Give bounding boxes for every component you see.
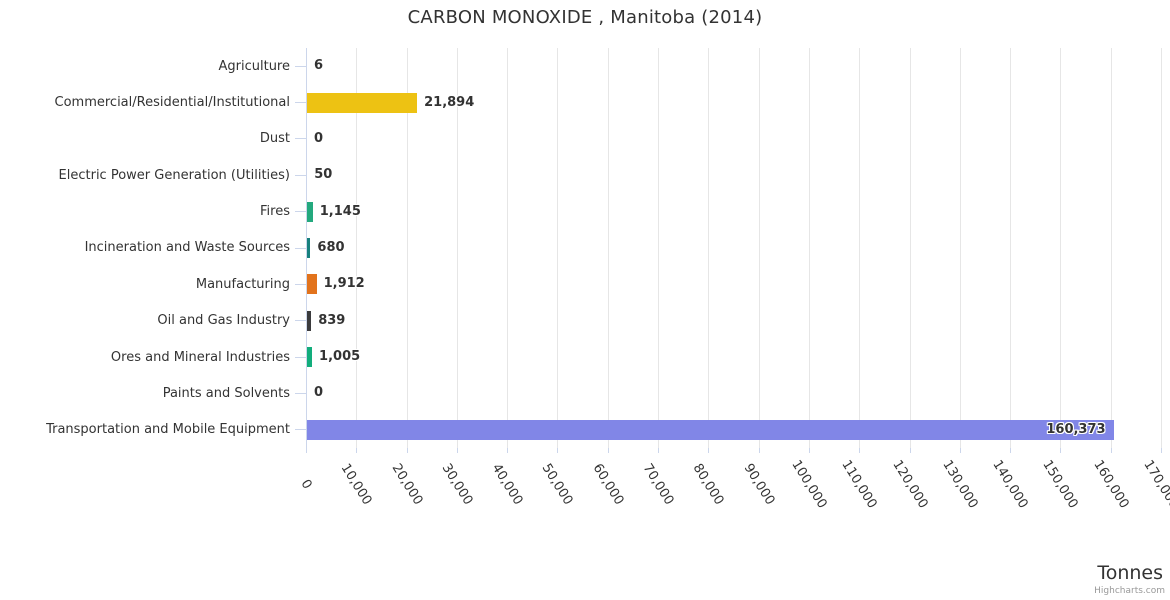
x-axis-tick (1060, 448, 1062, 453)
x-axis-tick-label: 80,000 (689, 461, 727, 508)
value-label: 160,373 (1046, 421, 1106, 437)
category-tick (295, 283, 306, 285)
x-axis-tick-label: 110,000 (838, 457, 880, 512)
category-axis-line (306, 48, 307, 448)
x-axis-tick (758, 448, 760, 453)
value-label: 0 (314, 130, 324, 146)
x-axis-tick-label: 60,000 (589, 461, 627, 508)
category-tick (295, 138, 306, 140)
category-label: Agriculture (218, 58, 291, 74)
value-label: 1,912 (323, 276, 365, 292)
category-label: Oil and Gas Industry (157, 313, 290, 329)
x-axis-tick (356, 448, 358, 453)
category-tick (295, 356, 306, 358)
gridline (708, 48, 710, 448)
value-label: 21,894 (424, 94, 475, 110)
x-axis-tick-label: 100,000 (788, 457, 830, 512)
gridline (456, 48, 458, 448)
x-axis-tick (859, 448, 861, 453)
bar[interactable] (307, 201, 313, 222)
value-label: 6 (314, 58, 324, 74)
gridline (758, 48, 760, 448)
gridline (909, 48, 911, 448)
x-axis-tick (507, 448, 509, 453)
gridline (1161, 48, 1162, 448)
gridline (1110, 48, 1112, 448)
category-tick (295, 392, 306, 394)
value-label: 680 (317, 240, 345, 255)
category-label: Ores and Mineral Industries (110, 349, 290, 365)
x-axis-tick (456, 448, 458, 453)
category-tick (295, 320, 306, 322)
value-label: 50 (314, 167, 333, 183)
x-axis-tick (306, 448, 307, 453)
highcharts-credit-link[interactable]: Highcharts.com (1094, 586, 1165, 596)
x-axis-tick (909, 448, 911, 453)
category-label: Fires (260, 204, 290, 220)
x-axis-tick-label: 0 (297, 477, 315, 492)
bar[interactable] (307, 310, 312, 331)
x-axis-tick (406, 448, 408, 453)
x-axis-tick-label: 30,000 (438, 461, 476, 508)
x-axis-tick-label: 40,000 (488, 461, 526, 508)
category-tick (295, 174, 306, 176)
category-tick (295, 247, 306, 249)
x-axis-tick-label: 90,000 (740, 461, 778, 508)
x-axis-tick-label: 140,000 (989, 457, 1031, 512)
x-axis-tick-label: 160,000 (1090, 457, 1132, 512)
gridline (1010, 48, 1012, 448)
x-axis-tick (658, 448, 660, 453)
category-tick (295, 211, 306, 213)
category-label: Electric Power Generation (Utilities) (58, 167, 290, 183)
x-axis-tick-label: 150,000 (1039, 457, 1082, 512)
gridline (1060, 48, 1062, 448)
x-axis-tick (1010, 448, 1012, 453)
gridline (959, 48, 961, 448)
gridline (808, 48, 810, 448)
bar[interactable] (307, 419, 1114, 440)
x-axis-tick (557, 448, 559, 453)
x-axis-tick (607, 448, 609, 453)
gridline (607, 48, 609, 448)
x-axis-tick (808, 448, 810, 453)
x-axis-tick-label: 130,000 (939, 457, 981, 512)
gridline (507, 48, 509, 448)
value-label: 839 (318, 312, 346, 328)
category-label: Commercial/Residential/Institutional (54, 95, 291, 111)
x-axis-tick (1161, 448, 1162, 453)
bar[interactable] (307, 92, 418, 113)
x-axis-tick-label: 70,000 (639, 461, 677, 508)
category-tick (295, 65, 306, 67)
category-label: Paints and Solvents (162, 385, 290, 401)
category-label: Manufacturing (195, 276, 290, 292)
x-axis-tick-label: 50,000 (539, 461, 576, 508)
x-axis-tick-label: 20,000 (388, 461, 425, 508)
x-axis-tick (708, 448, 710, 453)
x-axis-tick (959, 448, 961, 453)
chart-title: CARBON MONOXIDE , Manitoba (2014) (407, 7, 763, 28)
category-label: Transportation and Mobile Equipment (46, 422, 290, 438)
gridline (406, 48, 408, 448)
category-label: Incineration and Waste Sources (84, 240, 290, 256)
bar[interactable] (307, 347, 313, 368)
category-tick (295, 429, 306, 431)
x-axis-tick-label: 120,000 (888, 457, 931, 512)
x-axis-tick (1110, 448, 1112, 453)
category-label: Dust (259, 131, 290, 147)
x-axis-title: Tonnes (1097, 562, 1163, 584)
gridline (658, 48, 660, 448)
gridline (356, 48, 358, 448)
value-label: 0 (314, 385, 324, 401)
value-label: 1,005 (319, 349, 361, 365)
gridline (859, 48, 861, 448)
category-tick (295, 102, 306, 104)
gridline (557, 48, 559, 448)
x-axis-tick-label: 10,000 (337, 461, 375, 508)
bar[interactable] (307, 274, 317, 295)
bar[interactable] (307, 238, 311, 258)
value-label: 1,145 (319, 203, 361, 219)
